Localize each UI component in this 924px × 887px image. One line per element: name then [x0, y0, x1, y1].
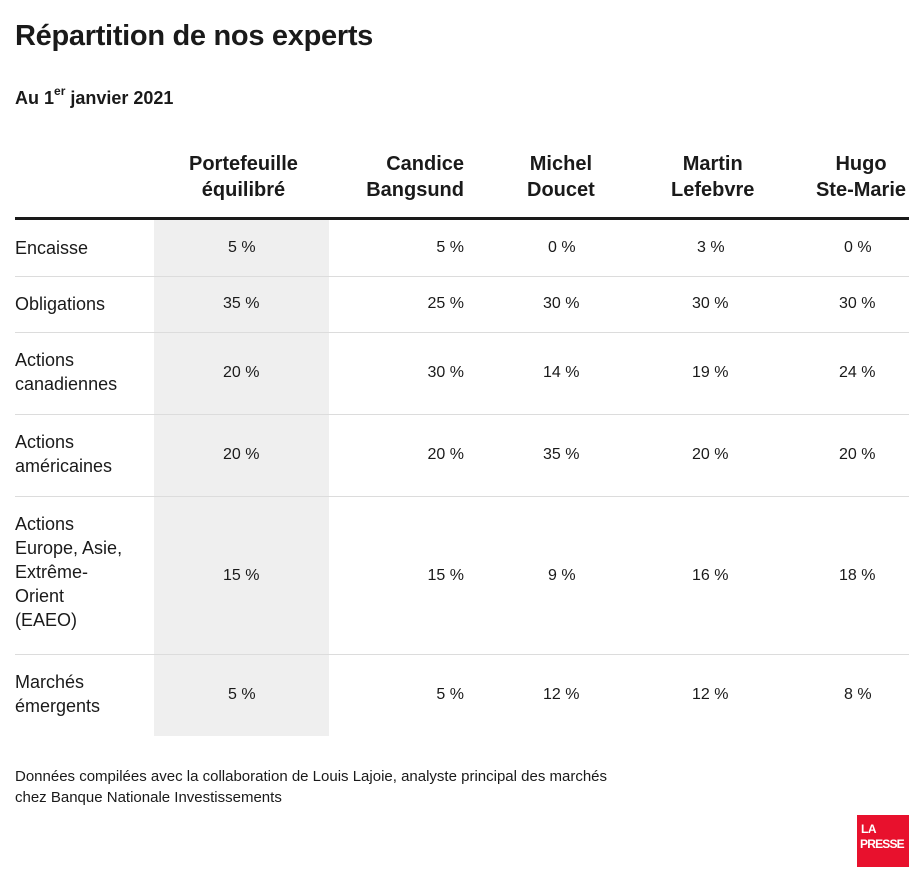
- table-cell: 14 %: [543, 364, 580, 381]
- row-label-line: Orient: [15, 586, 65, 606]
- column-header-line: Ste-Marie: [815, 179, 906, 201]
- column-header-martin: Martin Lefebvre: [671, 151, 754, 203]
- row-divider: [15, 332, 909, 333]
- column-header-michel: Michel Doucet: [527, 151, 595, 203]
- table-cell: 9 %: [548, 567, 576, 584]
- table-cell: 24 %: [839, 364, 876, 381]
- subtitle-suffix: janvier 2021: [65, 88, 174, 108]
- subtitle-prefix: Au 1: [15, 88, 55, 108]
- la-presse-logo: LA PRESSE: [857, 815, 909, 867]
- table-cell: 8 %: [844, 686, 872, 703]
- row-label-line: Europe, Asie,: [15, 538, 123, 558]
- row-divider: [15, 414, 909, 415]
- table-cell: 15 %: [427, 567, 464, 584]
- table-cell: 35 %: [223, 295, 260, 312]
- row-label-line: Actions: [15, 432, 75, 452]
- table-cell: 0 %: [844, 239, 872, 256]
- source-note: Données compilées avec la collaboration …: [15, 766, 655, 808]
- logo-line: LA: [861, 822, 877, 836]
- row-label-line: canadiennes: [15, 374, 118, 394]
- column-header-portefeuille: Portefeuille équilibré: [189, 151, 298, 203]
- source-note-line: chez Banque Nationale Investissements: [15, 789, 282, 806]
- header-divider: [15, 217, 909, 220]
- column-header-line: Michel: [529, 153, 593, 175]
- row-label-line: (EAEO): [15, 610, 78, 630]
- row-label-line: Marchés: [15, 672, 85, 692]
- row-label-line: Actions: [15, 350, 75, 370]
- row-label-line: Encaisse: [15, 238, 89, 258]
- column-header-line: Martin: [682, 153, 743, 175]
- table-cell: 30 %: [839, 295, 876, 312]
- table-cell: 25 %: [427, 295, 464, 312]
- column-header-line: Candice: [386, 153, 464, 175]
- table-cell: 5 %: [436, 686, 464, 703]
- table-cell: 5 %: [436, 239, 464, 256]
- column-header-candice: Candice Bangsund: [366, 151, 464, 203]
- column-header-line: Hugo: [835, 153, 887, 175]
- row-label-obligations: Obligations: [15, 292, 105, 316]
- column-header-line: Portefeuille: [189, 153, 298, 175]
- row-label-marches-emergents: Marchés émergents: [15, 670, 100, 718]
- source-note-line: Données compilées avec la collaboration …: [15, 768, 608, 785]
- table-cell: 20 %: [223, 364, 260, 381]
- table-cell: 35 %: [543, 446, 580, 463]
- table-cell: 19 %: [692, 364, 729, 381]
- subtitle-superscript: er: [54, 84, 66, 98]
- table-cell: 30 %: [427, 364, 464, 381]
- row-divider: [15, 276, 909, 277]
- table-cell: 30 %: [692, 295, 729, 312]
- column-header-line: Bangsund: [366, 179, 464, 201]
- table-cell: 3 %: [697, 239, 725, 256]
- row-label-actions-canadiennes: Actions canadiennes: [15, 348, 117, 396]
- table-cell: 12 %: [692, 686, 729, 703]
- table-cell: 12 %: [543, 686, 580, 703]
- row-label-line: américaines: [15, 456, 113, 476]
- column-header-hugo: Hugo Ste-Marie: [816, 151, 906, 203]
- row-label-line: Obligations: [15, 294, 106, 314]
- table-cell: 16 %: [692, 567, 729, 584]
- table-cell: 18 %: [839, 567, 876, 584]
- table-cell: 0 %: [548, 239, 576, 256]
- row-divider: [15, 496, 909, 497]
- column-header-line: Doucet: [527, 179, 595, 201]
- row-label-actions-eaeo: Actions Europe, Asie, Extrême- Orient (E…: [15, 512, 122, 632]
- column-header-line: Lefebvre: [671, 179, 755, 201]
- table-cell: 15 %: [223, 567, 260, 584]
- row-label-line: Actions: [15, 514, 75, 534]
- row-label-line: Extrême-: [15, 562, 89, 582]
- logo-line: PRESSE: [860, 837, 905, 851]
- highlight-column-background: [154, 220, 329, 736]
- row-label-line: émergents: [15, 696, 101, 716]
- subtitle: Au 1er janvier 2021: [15, 84, 174, 109]
- row-divider: [15, 654, 909, 655]
- column-header-line: équilibré: [201, 179, 286, 201]
- table-cell: 20 %: [692, 446, 729, 463]
- table-cell: 20 %: [839, 446, 876, 463]
- table-cell: 5 %: [228, 239, 256, 256]
- row-label-encaisse: Encaisse: [15, 236, 88, 260]
- page-title: Répartition de nos experts: [15, 20, 373, 52]
- table-cell: 20 %: [223, 446, 260, 463]
- table-cell: 20 %: [427, 446, 464, 463]
- table-cell: 5 %: [228, 686, 256, 703]
- table-cell: 30 %: [543, 295, 580, 312]
- row-label-actions-americaines: Actions américaines: [15, 430, 112, 478]
